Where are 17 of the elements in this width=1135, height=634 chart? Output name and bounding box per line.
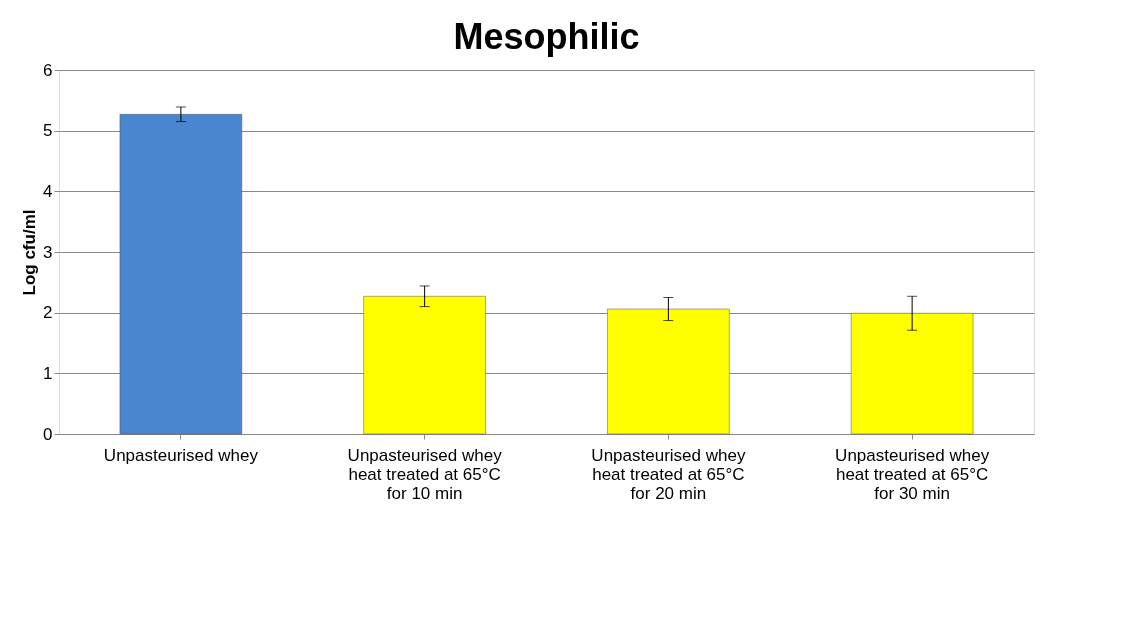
y-axis-title: Log cfu/ml — [20, 209, 40, 296]
y-tick-label: 6 — [43, 60, 53, 80]
bar — [850, 313, 974, 435]
x-tick-label: Unpasteurised whey heat treated at 65°C for 30 min — [835, 445, 990, 503]
chart-title: Mesophilic — [453, 16, 640, 57]
y-tick-label: 5 — [43, 121, 53, 141]
y-tick-label: 2 — [43, 303, 53, 323]
bar — [119, 114, 243, 435]
x-tick-label: Unpasteurised whey heat treated at 65°C for 20 min — [591, 445, 746, 503]
y-tick-label: 0 — [43, 424, 53, 444]
y-tick-label: 4 — [43, 181, 53, 201]
x-tick-label: Unpasteurised whey heat treated at 65°C for 10 min — [347, 445, 503, 503]
x-tick-label: Unpasteurised whey — [103, 445, 259, 465]
bar — [363, 296, 486, 435]
y-tick-label: 1 — [43, 363, 53, 383]
y-tick-label: 3 — [43, 242, 53, 262]
bar — [607, 308, 730, 435]
